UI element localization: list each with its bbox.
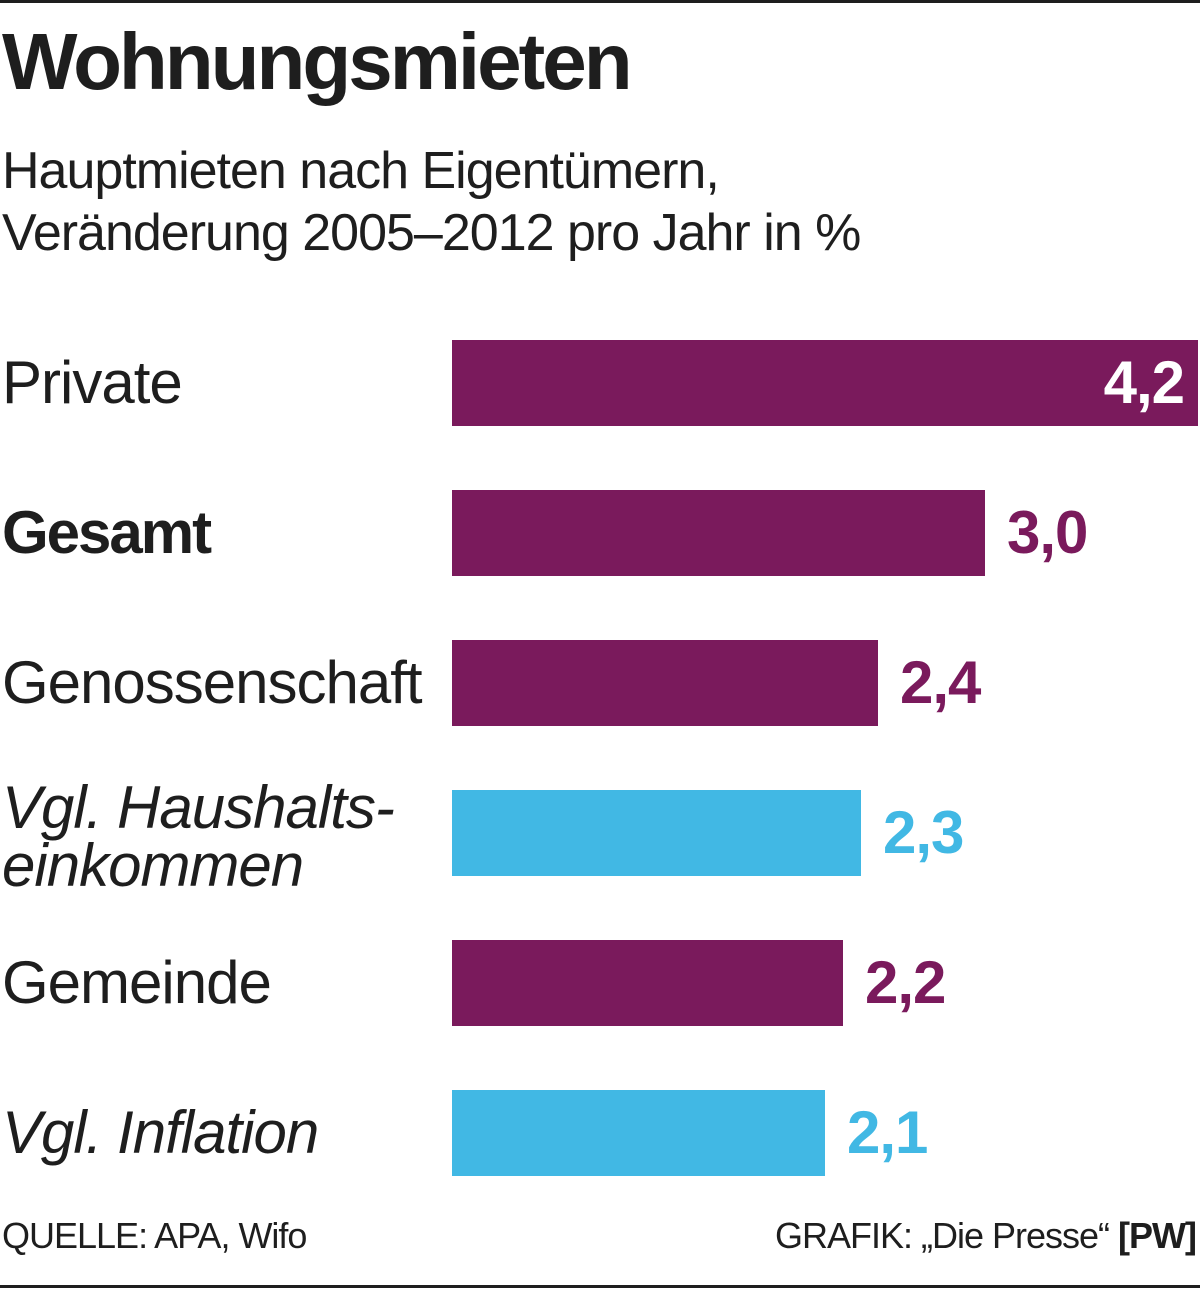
chart-subtitle: Hauptmieten nach Eigentümern, Veränderun… [2,140,861,264]
category-label-line: Private [2,349,183,416]
bar [452,940,843,1026]
bar [452,340,1198,426]
bottom-rule [0,1285,1200,1288]
category-label-line: einkommen [2,832,304,899]
credit-tag: [PW] [1118,1215,1197,1256]
value-label: 3,0 [1007,499,1088,566]
bar [452,790,861,876]
credit-text: GRAFIK: „Die Presse“ [774,1215,1110,1256]
category-label-line: Genossenschaft [2,649,423,716]
bar-chart: Private 4,2 Gesamt 3,0 Genossenschaft 2,4 Vgl.… [0,320,1200,1200]
chart-title: Wohnungsmieten [2,17,633,106]
category-label: Vgl. Haushalts-einkommen [2,772,395,902]
subtitle-line-1: Hauptmieten nach Eigentümern, [2,142,720,200]
value-label: 2,2 [865,949,946,1016]
bar [452,640,878,726]
category-label: Gesamt [2,497,212,569]
value-label: 2,1 [847,1099,928,1166]
value-label: 2,3 [883,799,964,866]
top-rule [0,0,1200,3]
category-label-line: Gemeinde [2,949,272,1016]
category-label: Vgl. Inflation [2,1097,319,1169]
value-label: 4,2 [1103,349,1185,416]
category-label-line: Gesamt [2,499,212,566]
category-label: Private [2,347,183,419]
credit-note: GRAFIK: „Die Presse“ [PW] [774,1214,1197,1258]
category-label: Genossenschaft [2,647,423,719]
category-label-line: Vgl. Inflation [2,1099,319,1166]
category-label: Gemeinde [2,947,272,1019]
bar [452,490,985,576]
value-label: 2,4 [900,649,981,716]
bar [452,1090,825,1176]
subtitle-line-2: Veränderung 2005–2012 pro Jahr in % [2,204,861,262]
source-note: QUELLE: APA, Wifo [2,1215,307,1256]
category-label-line: Vgl. Haushalts- [2,774,395,841]
